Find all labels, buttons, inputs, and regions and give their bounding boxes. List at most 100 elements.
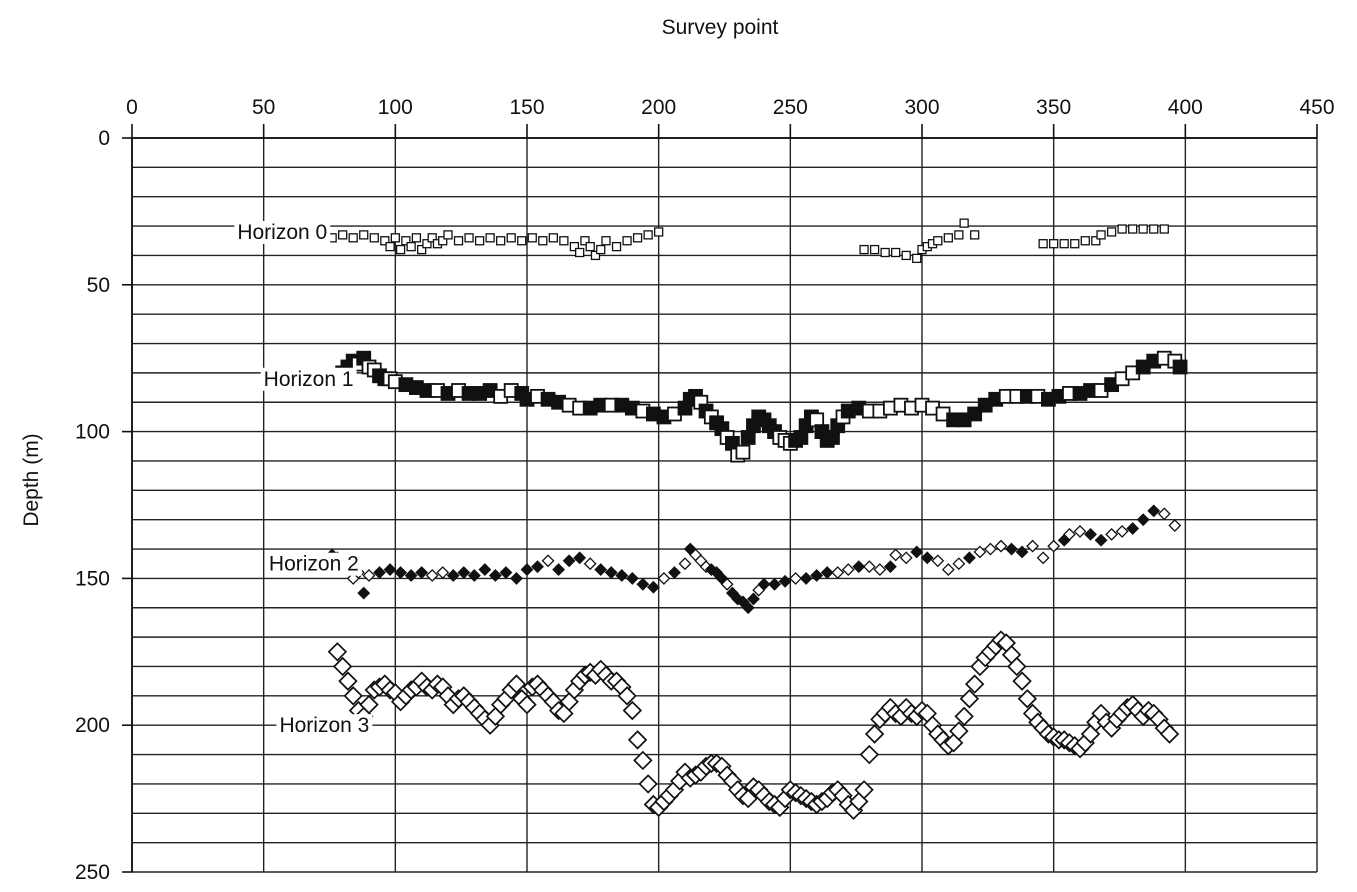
- data-point: [583, 557, 597, 571]
- data-point: [910, 545, 924, 559]
- data-point: [970, 230, 980, 240]
- data-point: [638, 774, 658, 794]
- x-tick-label: 50: [252, 96, 275, 119]
- data-point: [569, 241, 580, 252]
- data-point: [327, 642, 348, 662]
- data-point: [1159, 224, 1169, 234]
- data-point: [735, 444, 751, 460]
- data-point: [1070, 239, 1080, 249]
- data-point: [332, 656, 353, 677]
- series-label-bg: [276, 714, 373, 738]
- data-point: [436, 566, 450, 579]
- data-point: [633, 750, 653, 771]
- y-tick-label: 150: [75, 567, 110, 590]
- data-point: [1084, 527, 1097, 541]
- data-point: [1117, 224, 1127, 234]
- data-point: [1026, 539, 1040, 553]
- data-point: [668, 566, 681, 579]
- data-point: [395, 244, 406, 255]
- x-tick-label: 400: [1168, 96, 1203, 119]
- data-point: [517, 236, 527, 246]
- data-point: [417, 244, 427, 255]
- data-point: [859, 744, 880, 765]
- data-point: [1091, 236, 1101, 246]
- data-point: [467, 569, 481, 582]
- data-point: [831, 566, 845, 579]
- data-point: [1149, 224, 1159, 234]
- data-point: [385, 241, 395, 252]
- data-point: [615, 569, 629, 582]
- data-point: [517, 694, 537, 715]
- data-point: [380, 236, 390, 246]
- data-point: [415, 566, 429, 579]
- data-point: [1049, 239, 1059, 249]
- data-point: [343, 686, 363, 706]
- x-tick-label: 300: [904, 96, 939, 119]
- data-point: [959, 689, 980, 709]
- data-point: [657, 571, 671, 585]
- data-point: [1105, 527, 1119, 541]
- data-point: [643, 230, 653, 240]
- data-point: [912, 253, 922, 264]
- data-point: [1138, 224, 1148, 234]
- data-point: [443, 230, 453, 240]
- data-point: [1147, 504, 1161, 518]
- series-label-bg: [265, 552, 362, 576]
- data-point: [954, 706, 974, 727]
- x-tick-label: 450: [1299, 96, 1334, 119]
- data-point: [604, 566, 618, 579]
- data-point: [488, 569, 502, 582]
- data-point: [1012, 671, 1032, 691]
- data-point: [359, 230, 369, 240]
- data-point: [594, 563, 608, 577]
- data-point: [1017, 689, 1038, 709]
- x-tick-label: 150: [509, 96, 544, 119]
- data-point: [406, 241, 416, 252]
- data-point: [548, 233, 558, 243]
- data-point: [617, 686, 637, 706]
- data-point: [859, 244, 869, 255]
- label-layer: Horizon 0 Horizon 1 Horizon 2 Horizon 3: [234, 220, 373, 738]
- data-point: [506, 674, 527, 694]
- data-point: [625, 571, 639, 585]
- data-point: [1106, 227, 1117, 237]
- data-point: [952, 557, 966, 571]
- data-point: [636, 577, 650, 591]
- data-point: [404, 569, 418, 582]
- data-point: [854, 780, 874, 800]
- series-1: [324, 350, 1188, 463]
- data-point: [496, 236, 506, 246]
- data-point: [1073, 525, 1087, 538]
- data-point: [531, 560, 544, 574]
- data-point: [580, 236, 590, 246]
- data-point: [1007, 656, 1027, 677]
- data-point: [573, 551, 587, 565]
- data-point: [799, 571, 813, 585]
- y-tick-label: 200: [75, 714, 110, 737]
- data-point: [362, 569, 376, 582]
- data-point: [520, 563, 534, 577]
- data-point: [338, 671, 358, 691]
- data-point: [1059, 239, 1069, 249]
- data-point: [678, 557, 692, 571]
- data-point: [478, 563, 492, 577]
- y-tick-label: 0: [98, 127, 110, 150]
- data-point: [1168, 519, 1182, 532]
- data-point: [411, 233, 422, 243]
- data-point: [1080, 236, 1090, 246]
- data-point: [1005, 542, 1018, 556]
- data-point: [941, 563, 955, 577]
- data-point: [453, 236, 464, 246]
- data-point: [889, 548, 903, 562]
- series-label: Horizon 3: [279, 714, 369, 737]
- data-point: [538, 236, 548, 246]
- data-point: [778, 574, 792, 588]
- data-point: [891, 247, 901, 258]
- data-point: [510, 571, 523, 585]
- series-2: [325, 504, 1182, 615]
- data-point: [1094, 533, 1108, 547]
- series-label: Horizon 0: [237, 221, 327, 244]
- data-point: [474, 236, 485, 246]
- y-tick-label: 250: [75, 861, 110, 884]
- series-0: [316, 218, 1169, 264]
